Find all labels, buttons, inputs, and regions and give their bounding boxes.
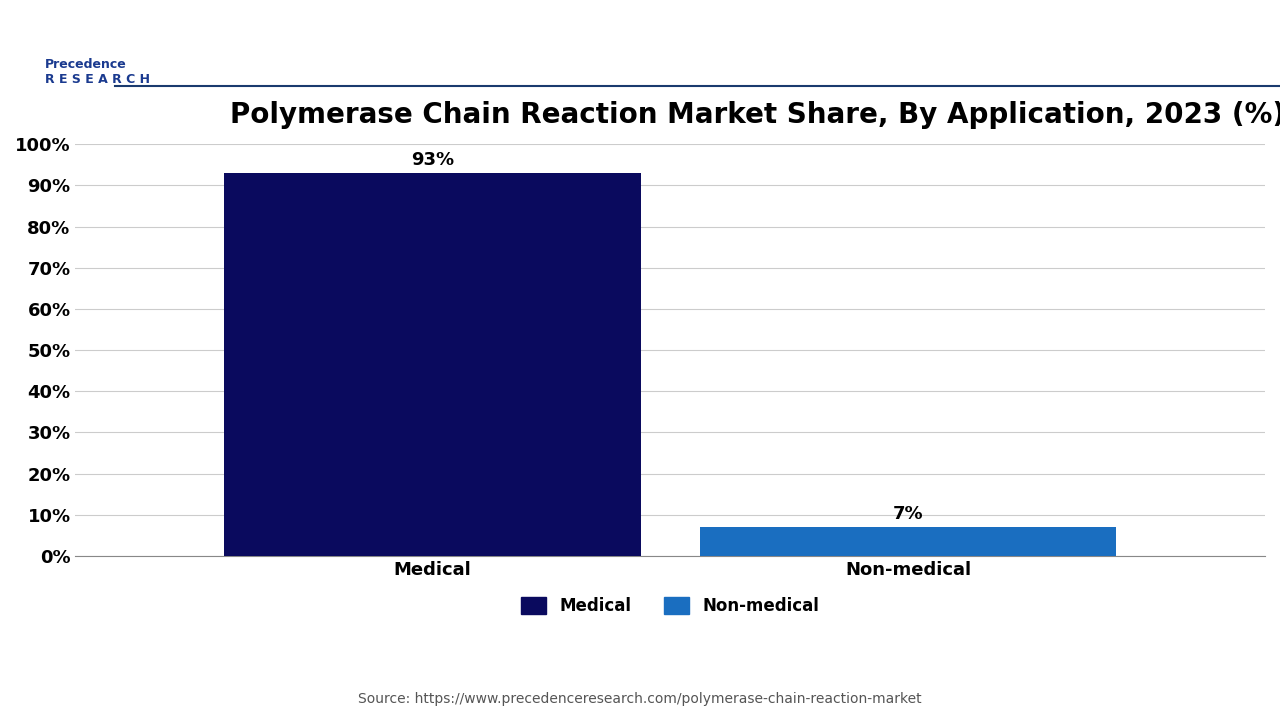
Bar xyxy=(700,527,1116,556)
Text: Polymerase Chain Reaction Market Share, By Application, 2023 (%): Polymerase Chain Reaction Market Share, … xyxy=(230,102,1280,130)
Text: 7%: 7% xyxy=(893,505,923,523)
Text: Source: https://www.precedenceresearch.com/polymerase-chain-reaction-market: Source: https://www.precedenceresearch.c… xyxy=(358,692,922,706)
Bar xyxy=(224,173,640,556)
Text: 93%: 93% xyxy=(411,151,454,169)
Legend: Medical, Non-medical: Medical, Non-medical xyxy=(515,590,827,621)
Text: Precedence
R E S E A R C H: Precedence R E S E A R C H xyxy=(45,58,150,86)
